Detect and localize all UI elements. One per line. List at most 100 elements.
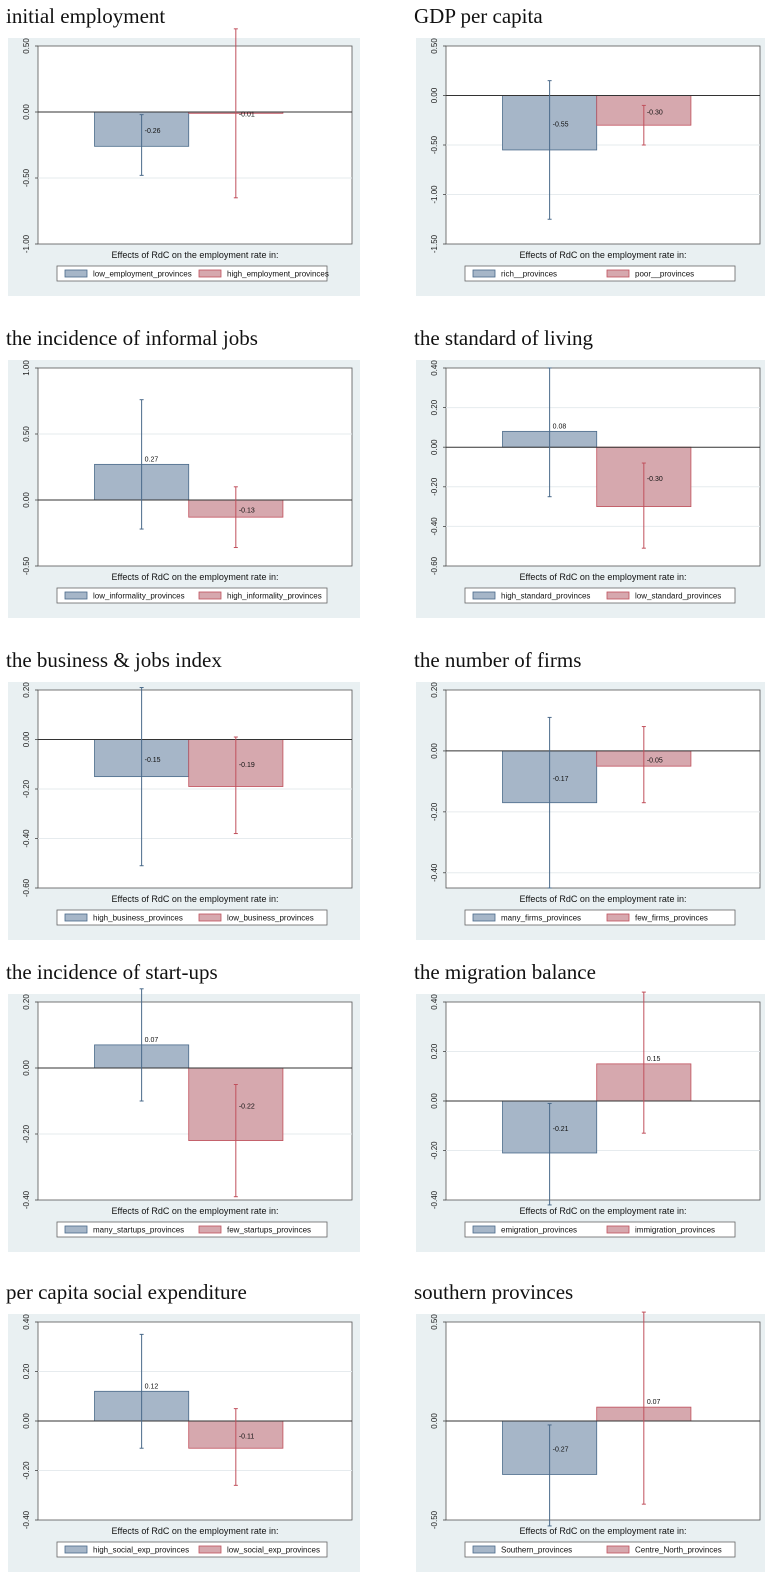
- data-label: -0.21: [553, 1126, 569, 1133]
- x-axis-label: Effects of RdC on the employment rate in…: [520, 894, 687, 904]
- x-axis-label: Effects of RdC on the employment rate in…: [112, 1206, 279, 1216]
- legend: [464, 909, 736, 926]
- chart-title: the number of firms: [414, 648, 582, 672]
- y-tick-label: -0.20: [22, 1461, 31, 1480]
- data-label: -0.30: [647, 109, 663, 116]
- y-tick-label: 0.00: [430, 87, 439, 103]
- x-axis-label: Effects of RdC on the employment rate in…: [520, 572, 687, 582]
- x-axis-label: Effects of RdC on the employment rate in…: [112, 572, 279, 582]
- legend-label: high_standard_provinces: [501, 592, 590, 601]
- y-tick-label: 0.00: [22, 104, 31, 120]
- legend-label: low_employment_provinces: [93, 270, 192, 279]
- legend-swatch: [64, 269, 88, 278]
- y-tick-label: -0.20: [430, 802, 439, 821]
- data-label: -0.30: [647, 476, 663, 483]
- y-tick-label: 0.20: [430, 399, 439, 415]
- y-tick-label: -0.60: [22, 878, 31, 897]
- legend-swatch: [472, 1225, 496, 1234]
- y-tick-label: 0.50: [22, 426, 31, 442]
- y-tick-label: -0.40: [430, 863, 439, 882]
- y-tick-label: -0.20: [22, 1124, 31, 1143]
- y-tick-label: -0.50: [430, 135, 439, 154]
- data-label: 0.12: [145, 1383, 159, 1390]
- data-label: 0.08: [553, 423, 567, 430]
- legend: [464, 1541, 736, 1558]
- chart-title: GDP per capita: [414, 4, 543, 28]
- y-tick-label: 0.00: [430, 439, 439, 455]
- bar-chart: 0.20 0.00 -0.20 -0.40 -0.60 -0.15 -0.19 Effects…: [22, 682, 353, 926]
- data-label: -0.19: [239, 762, 255, 769]
- y-tick-label: -0.20: [430, 1141, 439, 1160]
- legend-swatch: [606, 1225, 630, 1234]
- y-tick-label: 0.00: [22, 492, 31, 508]
- legend-label: Southern_provinces: [501, 1546, 572, 1555]
- y-tick-label: 0.40: [22, 1314, 31, 1330]
- y-tick-label: 0.00: [430, 1093, 439, 1109]
- y-tick-label: 0.50: [430, 1314, 439, 1330]
- x-axis-label: Effects of RdC on the employment rate in…: [112, 894, 279, 904]
- legend-swatch: [472, 591, 496, 600]
- data-label: -0.13: [239, 508, 255, 515]
- y-tick-label: -0.20: [430, 477, 439, 496]
- x-axis-label: Effects of RdC on the employment rate in…: [112, 250, 279, 260]
- chart-title: initial employment: [6, 4, 166, 28]
- legend-label: high_business_provinces: [93, 914, 183, 923]
- y-tick-label: 0.00: [430, 743, 439, 759]
- plot-area: [445, 689, 761, 889]
- chart-title: the incidence of informal jobs: [6, 326, 258, 350]
- y-tick-label: -1.00: [430, 185, 439, 204]
- y-tick-label: -0.40: [430, 517, 439, 536]
- legend-label: emigration_provinces: [501, 1226, 577, 1235]
- y-tick-label: 0.00: [22, 1413, 31, 1429]
- legend-swatch: [606, 591, 630, 600]
- y-tick-label: 1.00: [22, 360, 31, 376]
- legend-label: many_firms_provinces: [501, 914, 581, 923]
- bar-chart: 0.20 0.00 -0.20 -0.40 0.07 -0.22 Effects of Rd…: [22, 988, 353, 1238]
- data-label: 0.07: [647, 1399, 661, 1406]
- legend-swatch: [64, 591, 88, 600]
- legend: [464, 265, 736, 282]
- y-tick-label: 0.00: [430, 1413, 439, 1429]
- y-tick-label: -0.40: [430, 1190, 439, 1209]
- legend-label: low_business_provinces: [227, 914, 314, 923]
- bar-chart: 0.50 0.00 -0.50 -1.00 -1.50 -0.55 -0.30 Effects…: [430, 38, 761, 282]
- legend: [464, 1221, 736, 1238]
- y-tick-label: -1.00: [22, 234, 31, 253]
- legend-swatch: [198, 1225, 222, 1234]
- y-tick-label: -0.40: [22, 1510, 31, 1529]
- legend-swatch: [472, 269, 496, 278]
- data-label: -0.22: [239, 1103, 255, 1110]
- y-tick-label: 0.20: [22, 994, 31, 1010]
- bar-chart: 0.50 0.00 -0.50 -0.27 0.07 Effects of RdC on …: [430, 1311, 761, 1558]
- chart-title: the migration balance: [414, 960, 596, 984]
- y-tick-label: 0.20: [430, 682, 439, 698]
- chart-title: per capita social expenditure: [6, 1280, 247, 1304]
- legend-swatch: [606, 913, 630, 922]
- legend-swatch: [64, 1225, 88, 1234]
- legend-swatch: [606, 1545, 630, 1554]
- legend-swatch: [64, 1545, 88, 1554]
- y-tick-label: 0.50: [430, 38, 439, 54]
- legend-swatch: [64, 913, 88, 922]
- legend-label: many_startups_provinces: [93, 1226, 184, 1235]
- x-axis-label: Effects of RdC on the employment rate in…: [520, 250, 687, 260]
- y-tick-label: 0.20: [22, 682, 31, 698]
- legend: [56, 587, 328, 604]
- legend-label: immigration_provinces: [635, 1226, 715, 1235]
- data-label: -0.55: [553, 122, 569, 129]
- y-tick-label: 0.00: [22, 1060, 31, 1076]
- bar-chart: 0.20 0.00 -0.20 -0.40 -0.17 -0.05 Effects of R…: [430, 682, 761, 926]
- data-label: -0.26: [145, 128, 161, 135]
- bar-chart: 0.40 0.20 0.00 -0.20 -0.40 -0.60 0.08 -0.30 Effe…: [430, 360, 761, 604]
- legend-label: rich__provinces: [501, 270, 557, 279]
- legend: [464, 587, 736, 604]
- chart-title: the incidence of start-ups: [6, 960, 218, 984]
- legend-label: low_standard_provinces: [635, 592, 721, 601]
- y-tick-label: 0.50: [22, 38, 31, 54]
- data-label: -0.15: [145, 757, 161, 764]
- legend-swatch: [198, 591, 222, 600]
- legend: [56, 265, 328, 282]
- plot-area: [37, 45, 353, 245]
- data-label: -0.01: [239, 112, 255, 119]
- chart-title: the standard of living: [414, 326, 594, 350]
